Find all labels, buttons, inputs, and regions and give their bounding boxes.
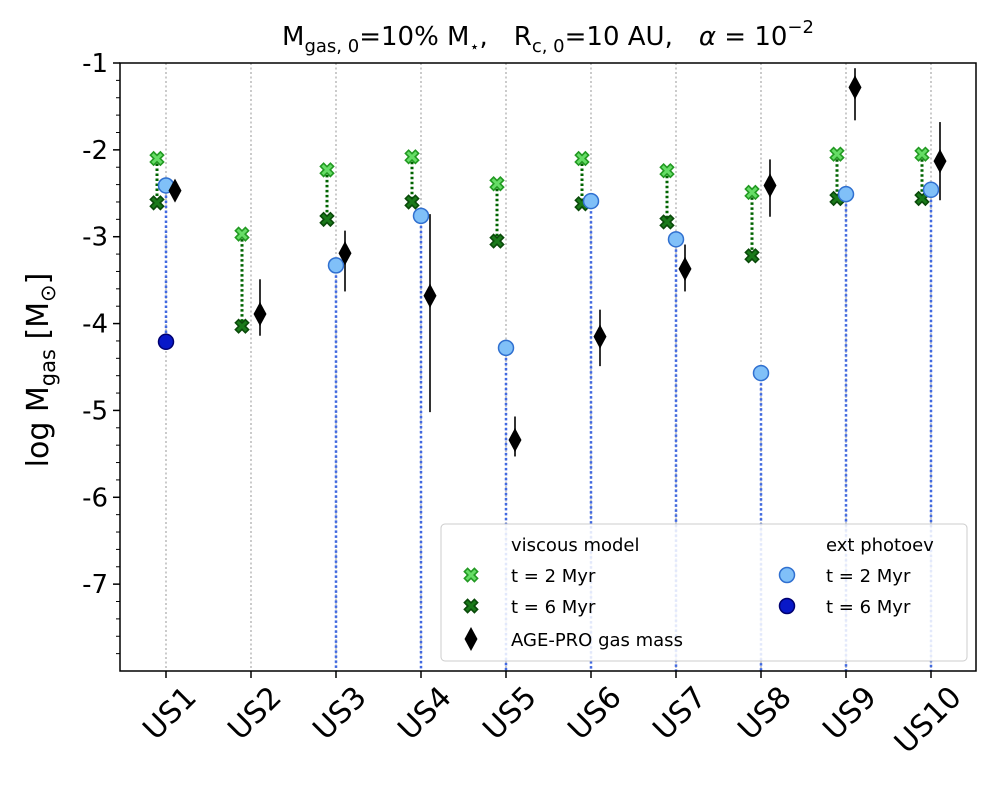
title-alpha-value: = 10 (716, 22, 787, 52)
viscous-t2-marker-us2 (234, 226, 250, 242)
legend-photoev-header: ext photoev (826, 535, 934, 556)
viscous-t6-marker-us8 (744, 248, 760, 264)
agepro-marker-us9 (848, 75, 862, 100)
marker-layer (149, 68, 947, 457)
agepro-marker-us1 (168, 178, 182, 203)
x-tick-label-us5: US5 (476, 680, 543, 747)
legend-photoev-t2-marker (778, 566, 796, 584)
y-tick-label: -5 (82, 396, 108, 426)
photoev-t2-marker-us7 (667, 231, 685, 248)
photoev-t2-marker-us3 (327, 257, 345, 274)
photoev-t2-marker-us5 (497, 339, 515, 357)
photoev-t2-marker-us10 (922, 181, 940, 199)
legend-photoev-t6-marker (778, 597, 796, 615)
y-tick-label: -2 (82, 136, 108, 166)
title-mstar-sub: ⋆ (469, 37, 479, 56)
legend-viscous-t6-marker (463, 598, 479, 614)
agepro-marker-us4 (423, 283, 437, 308)
legend-viscous-t2-label: t = 2 Myr (511, 566, 596, 587)
legend-viscous-header: viscous model (511, 535, 640, 556)
photoev-t2-marker-us4 (412, 207, 430, 225)
viscous-t6-marker-us1 (149, 195, 165, 211)
x-tick-label-us9: US9 (816, 680, 883, 747)
title-separator: , (480, 22, 488, 52)
viscous-t2-marker-us3 (319, 162, 335, 178)
legend-photoev-t6-label: t = 6 Myr (826, 597, 911, 618)
agepro-marker-us3 (338, 241, 352, 266)
ylabel-main: log M (21, 386, 56, 467)
axes-frame (119, 62, 977, 672)
ylabel-sub: gas (36, 349, 60, 386)
title-rc-sub: c, 0 (532, 36, 565, 57)
viscous-t2-marker-us4 (404, 149, 420, 165)
y-tick-label: -6 (82, 483, 108, 513)
title-mgas-sub: gas, 0 (304, 36, 359, 57)
x-tick-label-us1: US1 (136, 680, 203, 747)
ylabel-unit-sym: ⊙ (36, 284, 60, 302)
viscous-t6-marker-us7 (659, 214, 675, 230)
x-tick-label-us6: US6 (561, 680, 628, 747)
viscous-t6-marker-us5 (489, 233, 505, 249)
legend-photoev-t2-label: t = 2 Myr (826, 566, 911, 587)
photoev-t6-marker-us1 (157, 333, 175, 351)
viscous-t6-marker-us4 (404, 194, 420, 210)
legend-agepro-label: AGE-PRO gas mass (511, 630, 683, 651)
y-tick-label: -1 (82, 49, 108, 79)
y-tick-label: -7 (82, 570, 108, 600)
viscous-t2-marker-us10 (914, 146, 930, 162)
y-axis-label: log Mgas [M⊙] (21, 273, 60, 468)
title-mgas: M (282, 22, 304, 52)
title-rc: R (514, 22, 532, 52)
photoev-t2-marker-us9 (837, 185, 855, 203)
title-rc-value: =10 AU, (565, 22, 673, 52)
viscous-t2-marker-us6 (574, 150, 590, 167)
viscous-t2-marker-us1 (149, 150, 165, 167)
x-tick-label-us2: US2 (221, 680, 288, 747)
legend-agepro-marker (464, 627, 478, 651)
title-alpha-exp: −2 (787, 17, 814, 38)
y-tick-label: -4 (82, 310, 108, 340)
legend-viscous-t2-marker (463, 567, 479, 583)
viscous-t6-marker-us2 (234, 318, 250, 334)
title-alpha: α (699, 22, 716, 52)
photoev-t2-marker-us8 (752, 364, 770, 382)
ylabel-unit-close: ] (21, 273, 56, 285)
viscous-t2-marker-us9 (829, 146, 845, 162)
y-tick-label: -3 (82, 223, 108, 253)
viscous-t2-marker-us5 (489, 175, 505, 192)
x-tick-label-us4: US4 (391, 680, 458, 747)
x-tick-label-us10: US10 (888, 680, 969, 761)
viscous-t6-marker-us3 (319, 211, 335, 228)
chart-title: Mgas, 0=10% M⋆, Rc, 0=10 AU, α = 10−2 (282, 17, 814, 57)
agepro-marker-us10 (933, 149, 947, 174)
legend-frame (440, 523, 968, 662)
agepro-marker-us8 (763, 173, 777, 198)
viscous-t2-marker-us8 (744, 184, 760, 201)
legend-markers (463, 566, 796, 651)
photoev-t2-marker-us6 (582, 192, 600, 210)
legend-viscous-t6-label: t = 6 Myr (511, 597, 596, 618)
agepro-marker-us6 (593, 324, 607, 349)
agepro-marker-us5 (508, 427, 522, 452)
legend: viscous model ext photoev t = 2 Myr t = … (440, 523, 968, 662)
x-tick-label-us3: US3 (306, 680, 373, 747)
x-tick-label-us8: US8 (731, 680, 798, 747)
viscous-t2-marker-us7 (659, 162, 675, 179)
title-mgas-value: =10% M (359, 22, 469, 52)
agepro-marker-us7 (678, 256, 692, 281)
x-tick-label-us7: US7 (646, 680, 713, 747)
agepro-marker-us2 (253, 302, 267, 327)
ylabel-unit-open: [M (21, 302, 56, 349)
